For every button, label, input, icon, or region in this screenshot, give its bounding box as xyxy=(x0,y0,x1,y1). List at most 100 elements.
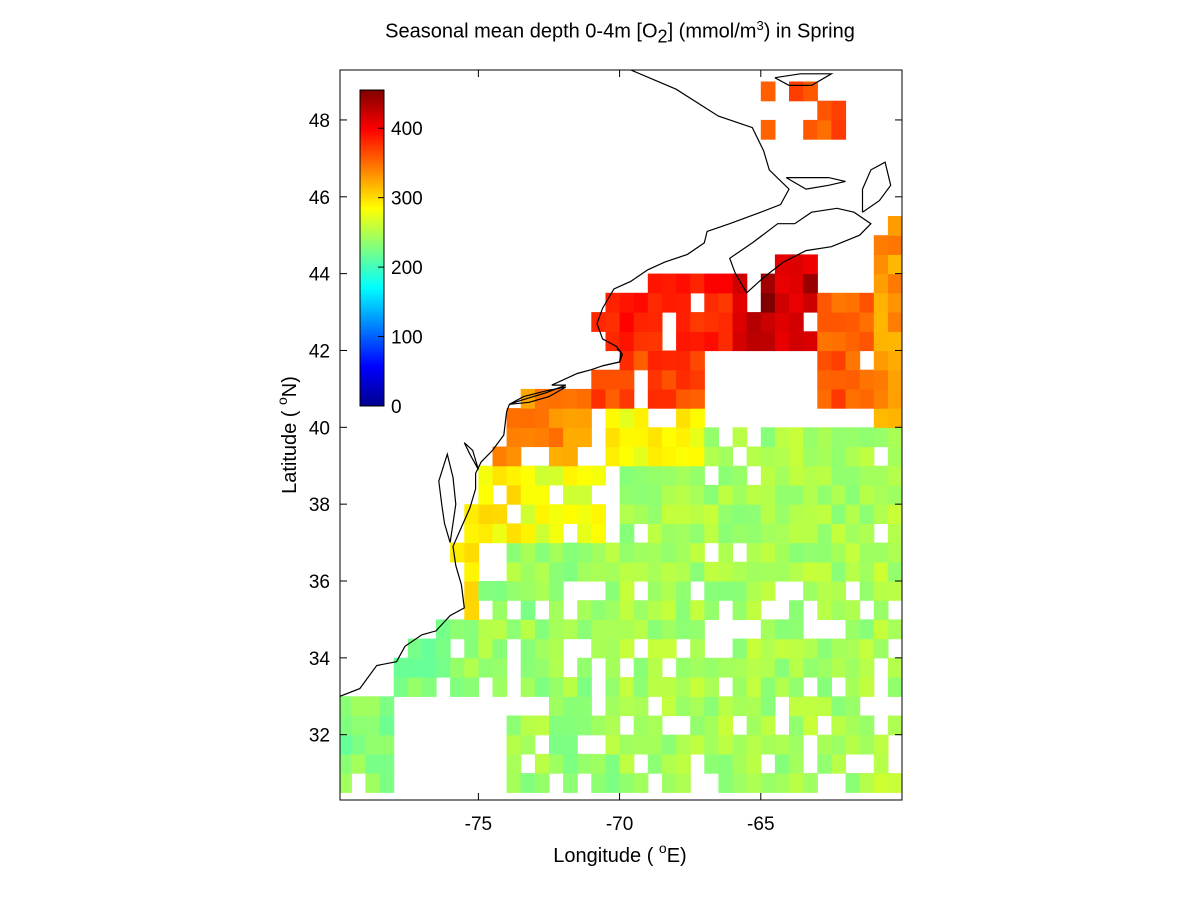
heatmap-cell xyxy=(817,696,832,717)
heatmap-cell xyxy=(845,350,861,371)
heatmap-cell xyxy=(803,81,818,102)
heatmap-cell xyxy=(676,427,691,448)
heatmap-cell xyxy=(774,273,790,294)
heatmap-cell xyxy=(365,773,381,793)
heatmap-cell xyxy=(661,753,677,774)
heatmap-cell xyxy=(661,638,677,659)
heatmap-cell xyxy=(859,561,875,582)
coastline xyxy=(340,70,902,697)
heatmap-cell xyxy=(817,638,832,659)
heatmap-cell xyxy=(478,484,494,505)
heatmap-cell xyxy=(873,581,889,601)
heatmap-cell xyxy=(690,312,705,332)
y-tick-label: 46 xyxy=(309,188,330,209)
heatmap-cell xyxy=(407,638,423,659)
heatmap-cell xyxy=(340,715,352,736)
heatmap-cell xyxy=(633,292,649,313)
heatmap-cell xyxy=(817,465,832,486)
heatmap-cell xyxy=(676,696,691,717)
heatmap-cell xyxy=(633,446,649,467)
heatmap-cell xyxy=(789,465,804,486)
y-tick-label: 44 xyxy=(309,265,331,286)
heatmap-cell xyxy=(647,657,663,678)
heatmap-cell xyxy=(873,388,889,409)
heatmap-cell xyxy=(520,427,536,448)
heatmap-cell xyxy=(676,446,691,467)
heatmap-cell xyxy=(520,504,536,524)
heatmap-cell xyxy=(704,696,719,717)
heatmap-cell xyxy=(831,581,847,601)
heatmap-cell xyxy=(407,657,423,678)
heatmap-cell xyxy=(803,427,818,448)
heatmap-cell xyxy=(619,408,635,428)
heatmap-cell xyxy=(760,504,776,524)
heatmap-cell xyxy=(704,600,719,620)
heatmap-cell xyxy=(887,408,902,428)
heatmap-cell xyxy=(492,523,508,544)
heatmap-cell xyxy=(647,581,663,601)
heatmap-cell xyxy=(803,657,818,678)
heatmap-cell xyxy=(746,677,762,697)
heatmap-cell xyxy=(549,696,564,717)
heatmap-cell xyxy=(789,312,804,332)
heatmap-cell xyxy=(661,523,677,544)
heatmap-cell xyxy=(831,523,847,544)
heatmap-cell xyxy=(873,312,889,332)
heatmap-cell xyxy=(817,677,832,697)
heatmap-cell xyxy=(520,773,536,793)
heatmap-cell xyxy=(549,715,564,736)
heatmap-cell xyxy=(859,312,875,332)
heatmap-cell xyxy=(520,619,536,640)
heatmap-cell xyxy=(760,734,776,755)
heatmap-cell xyxy=(690,696,705,717)
heatmap-cell xyxy=(732,561,748,582)
coastline-segment xyxy=(463,442,479,470)
heatmap-cell xyxy=(803,292,818,313)
heatmap-cell xyxy=(549,523,564,544)
heatmap-cell xyxy=(704,484,719,505)
heatmap-cell xyxy=(718,504,734,524)
heatmap-cell xyxy=(478,465,494,486)
heatmap-cell xyxy=(817,350,832,371)
heatmap-cell xyxy=(845,331,861,352)
heatmap-cell xyxy=(704,331,719,352)
heatmap-cell xyxy=(591,619,606,640)
heatmap-cell xyxy=(450,677,465,697)
heatmap-cell xyxy=(718,561,734,582)
heatmap-cell xyxy=(817,446,832,467)
heatmap-cell xyxy=(676,350,691,371)
heatmap-cell xyxy=(760,715,776,736)
heatmap-cell xyxy=(690,331,705,352)
heatmap-cell xyxy=(647,638,663,659)
heatmap-cell xyxy=(591,504,606,524)
heatmap-cell xyxy=(506,427,522,448)
heatmap-cell xyxy=(789,677,804,697)
heatmap-cell xyxy=(534,638,550,659)
heatmap-cell xyxy=(619,446,635,467)
heatmap-cell xyxy=(718,312,734,332)
heatmap-cell xyxy=(351,715,366,736)
y-tick-label: 36 xyxy=(309,572,330,593)
heatmap-cell xyxy=(887,715,902,736)
heatmap-cell xyxy=(845,561,861,582)
heatmap-cell xyxy=(732,753,748,774)
heatmap-cell xyxy=(633,331,649,352)
y-axis-title: Latitude ( oN) xyxy=(274,376,301,494)
heatmap-cell xyxy=(534,773,550,793)
heatmap-cell xyxy=(676,408,691,428)
heatmap-cell xyxy=(859,369,875,390)
heatmap-cell xyxy=(859,446,875,467)
heatmap-cell xyxy=(577,542,592,563)
heatmap-cell xyxy=(873,504,889,524)
heatmap-cell xyxy=(774,427,790,448)
colorbar-tick-label: 400 xyxy=(391,119,423,140)
heatmap-cell xyxy=(746,331,762,352)
heatmap-cell xyxy=(464,638,479,659)
coastline-segment xyxy=(340,70,790,697)
heatmap-cell xyxy=(789,561,804,582)
heatmap-cell xyxy=(774,677,790,697)
heatmap-cell xyxy=(619,753,635,774)
heatmap-cell xyxy=(520,465,536,486)
heatmap-cell xyxy=(718,657,734,678)
heatmap-cell xyxy=(789,81,804,102)
